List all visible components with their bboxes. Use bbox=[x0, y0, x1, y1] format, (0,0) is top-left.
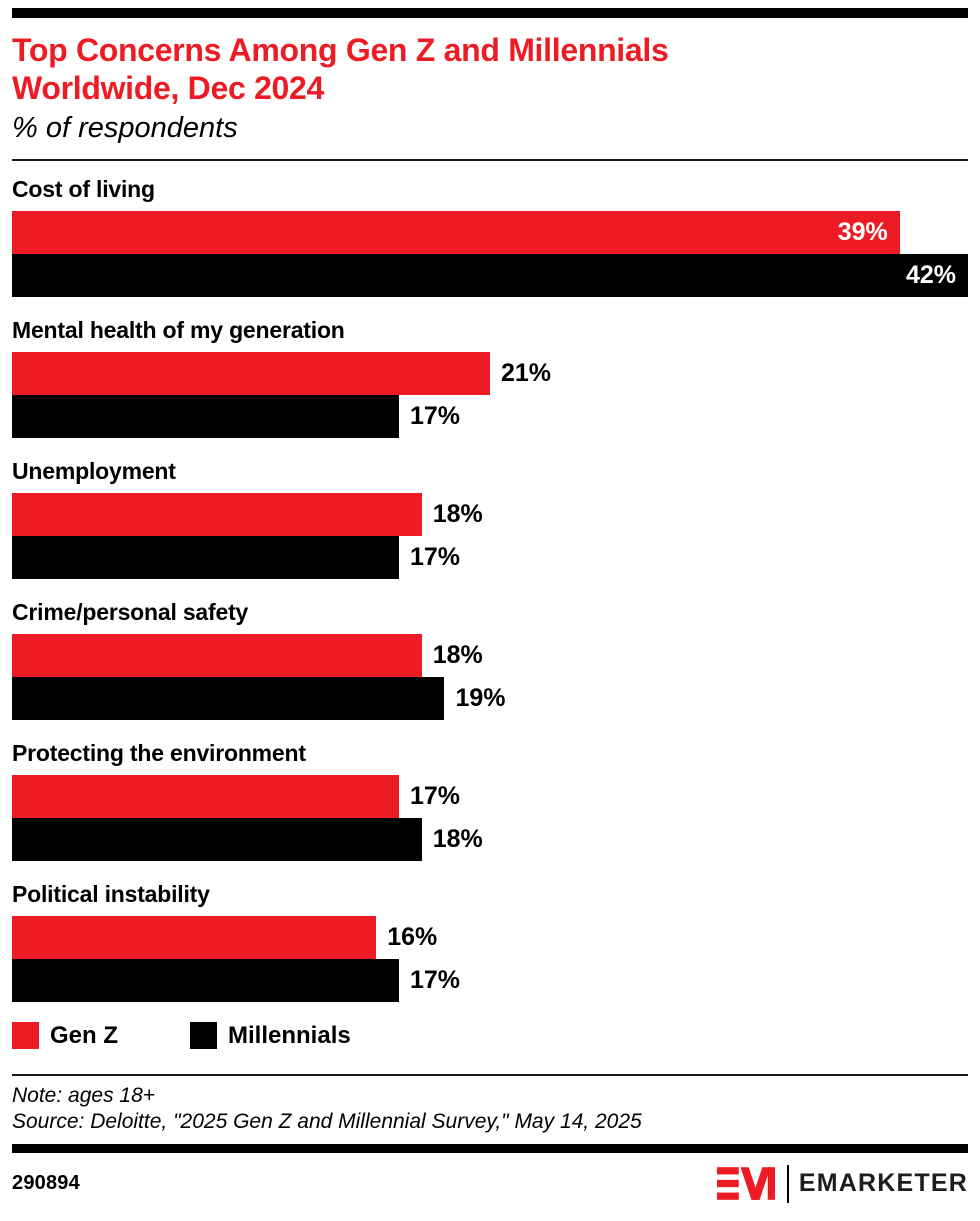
emarketer-logo: EMARKETER bbox=[716, 1164, 968, 1203]
footnotes-divider bbox=[12, 1073, 968, 1076]
category-label: Protecting the environment bbox=[12, 739, 306, 766]
bar-row-millennials: 17% bbox=[12, 958, 968, 1002]
source-text: Source: Deloitte, "2025 Gen Z and Millen… bbox=[12, 1109, 642, 1133]
footer-rule bbox=[12, 1143, 968, 1153]
bar-gen-z bbox=[12, 492, 422, 536]
legend: Gen Z Millennials bbox=[12, 1022, 968, 1050]
bar-row-gen-z: 17% bbox=[12, 774, 968, 818]
bar-group: Crime/personal safety 18% 19% bbox=[12, 599, 968, 720]
bar-row-millennials: 17% bbox=[12, 394, 968, 438]
header-divider bbox=[12, 158, 968, 161]
footnotes: Note: ages 18+ Source: Deloitte, "2025 G… bbox=[12, 1083, 968, 1135]
bar-row-gen-z: 21% bbox=[12, 351, 968, 395]
bar-millennials bbox=[12, 817, 422, 861]
legend-label-millennials: Millennials bbox=[228, 1021, 351, 1049]
legend-swatch-millennials bbox=[190, 1022, 218, 1050]
bar-value-label: 17% bbox=[409, 542, 461, 571]
legend-swatch-gen-z bbox=[12, 1022, 39, 1050]
chart-title: Top Concerns Among Gen Z and Millennials… bbox=[12, 31, 968, 108]
bar-value-label: 18% bbox=[432, 640, 483, 669]
brand-wordmark: EMARKETER bbox=[798, 1169, 968, 1198]
category-label: Unemployment bbox=[12, 457, 176, 484]
footer: 290894 EMARKETER bbox=[12, 1164, 968, 1203]
bar-gen-z bbox=[12, 915, 377, 959]
category-label: Political instability bbox=[12, 880, 210, 907]
chart-title-line2: Worldwide, Dec 2024 bbox=[12, 70, 325, 107]
bar-value-label: 17% bbox=[409, 965, 461, 994]
bar-millennials bbox=[12, 535, 399, 579]
bar-group: Protecting the environment 17% 18% bbox=[12, 740, 968, 861]
legend-label-gen-z: Gen Z bbox=[50, 1021, 119, 1049]
bar-value-label: 19% bbox=[455, 683, 506, 712]
em-logo-icon bbox=[716, 1167, 775, 1201]
bar-value-label: 18% bbox=[432, 824, 483, 853]
bar-row-millennials: 42% bbox=[12, 253, 968, 297]
legend-item-millennials: Millennials bbox=[190, 1022, 351, 1050]
bar-gen-z bbox=[12, 633, 422, 677]
note-text: Note: ages 18+ bbox=[12, 1083, 156, 1107]
bar-gen-z bbox=[12, 351, 490, 395]
bar-millennials bbox=[12, 394, 399, 438]
logo-divider bbox=[786, 1164, 789, 1203]
category-label: Crime/personal safety bbox=[12, 598, 249, 625]
chart-subtitle: % of respondents bbox=[12, 111, 238, 144]
bar-row-millennials: 18% bbox=[12, 817, 968, 861]
legend-item-gen-z: Gen Z bbox=[12, 1022, 118, 1050]
bar-row-gen-z: 18% bbox=[12, 633, 968, 677]
bar-millennials bbox=[12, 958, 399, 1002]
bar-row-gen-z: 39% bbox=[12, 210, 968, 254]
bar-row-millennials: 19% bbox=[12, 676, 968, 720]
bar-row-gen-z: 16% bbox=[12, 915, 968, 959]
bar-row-millennials: 17% bbox=[12, 535, 968, 579]
category-label: Mental health of my generation bbox=[12, 316, 345, 343]
bar-value-label: 42% bbox=[905, 260, 956, 289]
bar-gen-z: 39% bbox=[12, 210, 900, 254]
bar-row-gen-z: 18% bbox=[12, 492, 968, 536]
bar-group: Political instability 16% 17% bbox=[12, 881, 968, 1002]
top-rule bbox=[12, 8, 968, 18]
bar-gen-z bbox=[12, 774, 399, 818]
category-label: Cost of living bbox=[12, 175, 155, 202]
bar-value-label: 17% bbox=[409, 781, 461, 810]
bar-value-label: 16% bbox=[387, 922, 438, 951]
chart-title-line1: Top Concerns Among Gen Z and Millennials bbox=[12, 32, 669, 68]
bar-value-label: 18% bbox=[432, 499, 483, 528]
bar-millennials bbox=[12, 676, 445, 720]
bar-value-label: 21% bbox=[501, 358, 552, 387]
bar-group: Unemployment 18% 17% bbox=[12, 458, 968, 579]
bar-value-label: 17% bbox=[409, 401, 461, 430]
bar-millennials: 42% bbox=[12, 253, 968, 297]
bar-chart: Cost of living 39% 42% Mental health of my … bbox=[12, 161, 968, 1002]
bar-group: Cost of living 39% 42% bbox=[12, 176, 968, 297]
bar-value-label: 39% bbox=[837, 217, 888, 246]
chart-id: 290894 bbox=[12, 1172, 80, 1195]
bar-group: Mental health of my generation 21% 17% bbox=[12, 317, 968, 438]
